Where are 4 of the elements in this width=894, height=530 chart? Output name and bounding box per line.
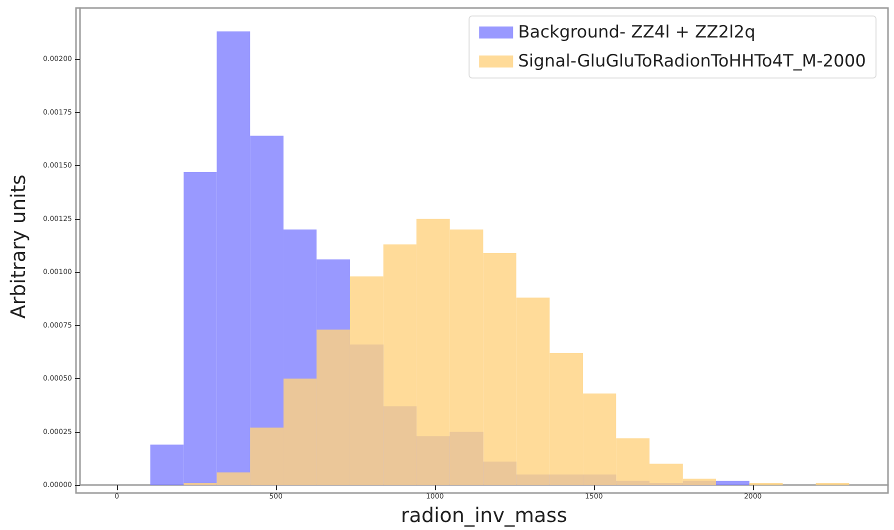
x-axis-title: radion_inv_mass [400,503,568,527]
legend-label: Background- ZZ4l + ZZ2l2q [518,22,756,42]
legend-label: Signal-GluGluToRadionToHHTo4T_M-2000 [518,52,866,72]
y-axis-title: Arbitrary units [6,174,30,319]
